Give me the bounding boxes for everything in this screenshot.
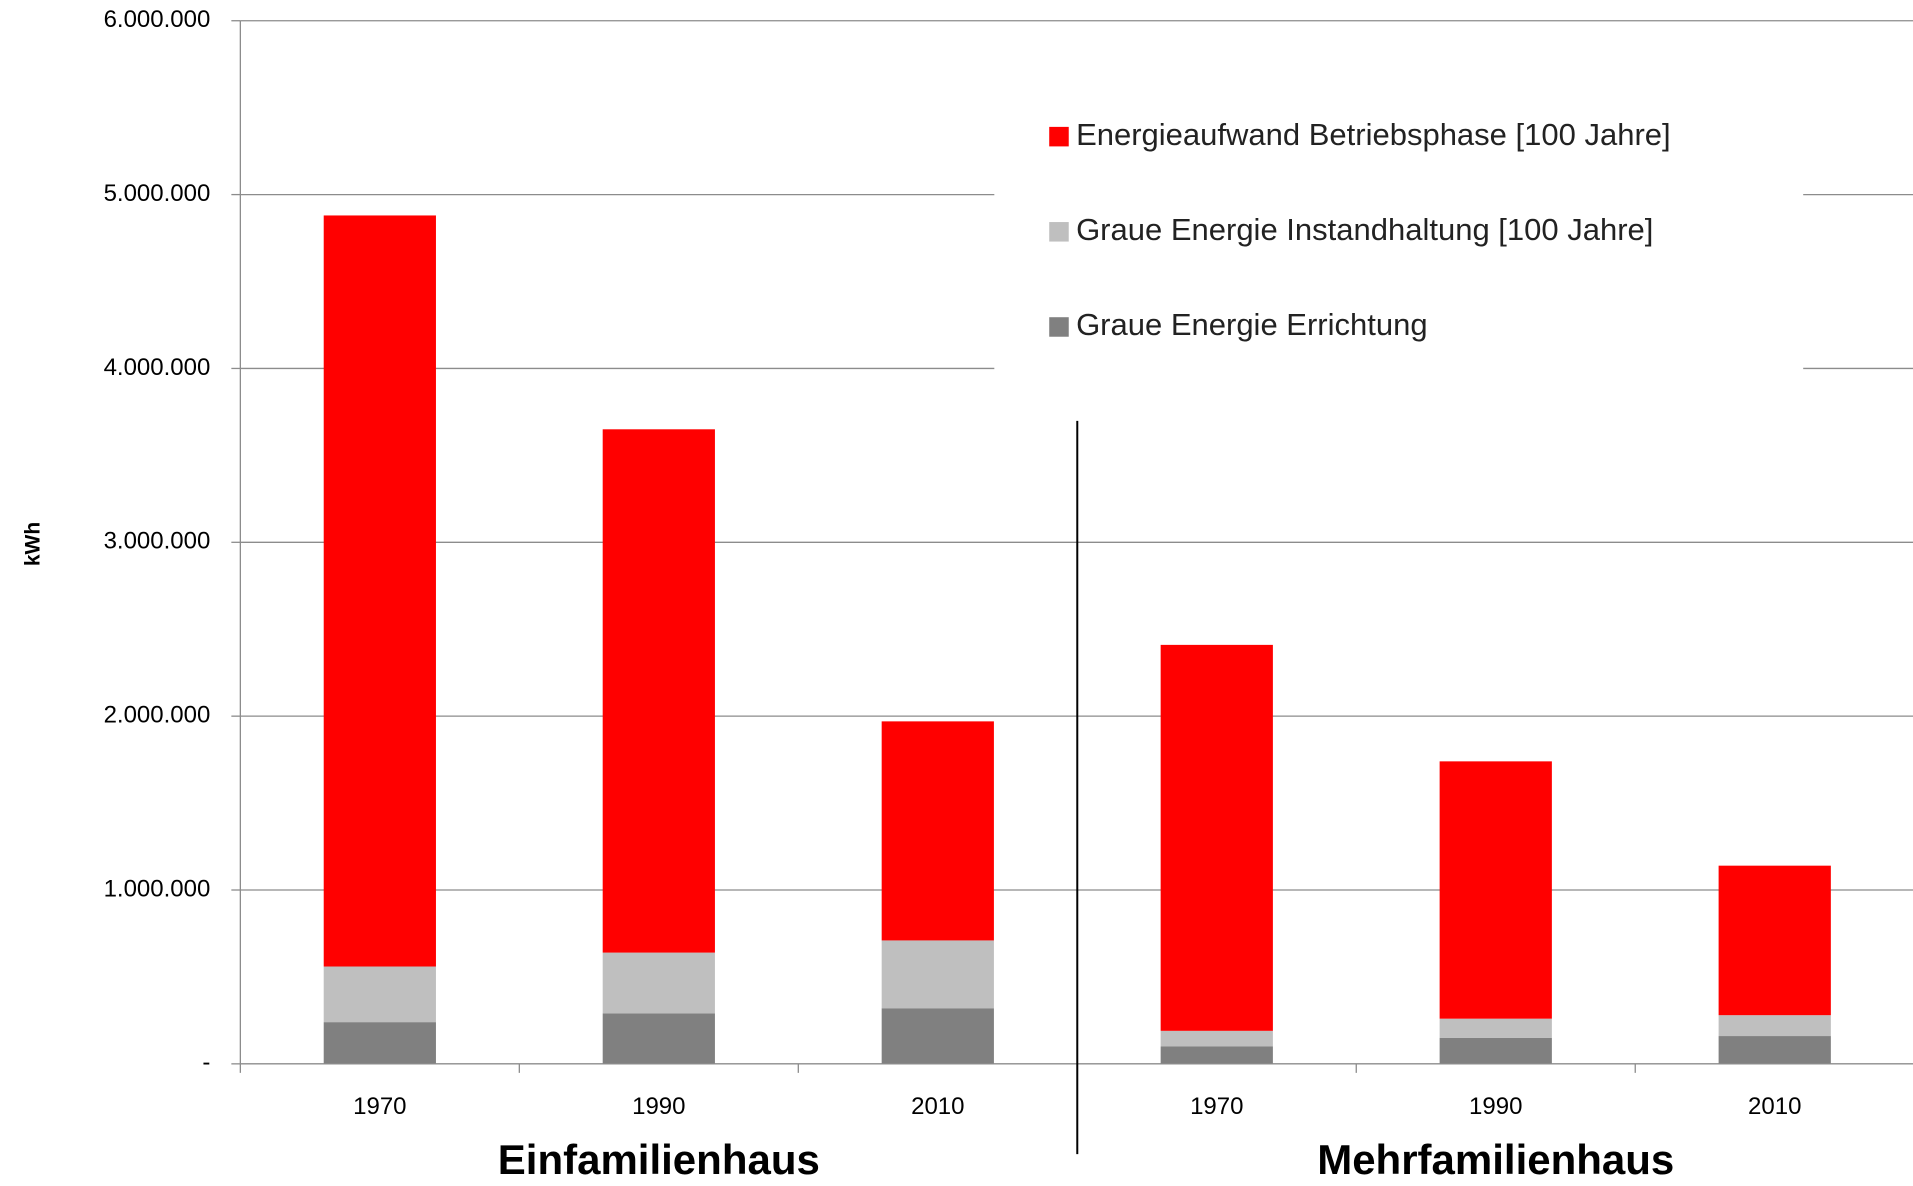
y-axis-label: kWh [22,522,45,566]
group-label: Einfamilienhaus [498,1136,820,1183]
legend-label: Energieaufwand Betriebsphase [100 Jahre] [1076,117,1671,152]
legend-background [994,91,1804,397]
bar-segment [1718,1015,1831,1037]
bar-segment [1160,1030,1273,1047]
bar-segment [881,721,994,941]
y-tick-label: 5.000.000 [104,180,211,207]
x-tick-label: 1970 [353,1093,406,1120]
bar-segment [1718,1036,1831,1064]
bar-segment [1439,761,1552,1019]
bar-segment [323,215,436,967]
x-tick-label: 1990 [632,1093,685,1120]
bar-segment [1439,1037,1552,1064]
bar-segment [602,429,715,953]
legend-label: Graue Energie Instandhaltung [100 Jahre] [1076,212,1653,247]
group-label: Mehrfamilienhaus [1317,1136,1674,1183]
x-tick-label: 1970 [1190,1093,1243,1120]
bar-segment [1160,1046,1273,1064]
x-tick-label: 2010 [911,1093,964,1120]
bar-segment [602,1013,715,1064]
y-tick-label: 4.000.000 [104,354,211,381]
y-tick-label: 3.000.000 [104,528,211,555]
bar-segment [881,1008,994,1064]
x-tick-label: 2010 [1748,1093,1801,1120]
legend-label: Graue Energie Errichtung [1076,307,1428,342]
legend-swatch [1049,317,1069,337]
y-tick-label: 2.000.000 [104,701,211,728]
bar-segment [602,952,715,1014]
y-tick-label: 6.000.000 [104,6,211,33]
bar-segment [1160,644,1273,1031]
bar-segment [1718,865,1831,1016]
legend-swatch [1049,222,1069,242]
legend-swatch [1049,126,1069,147]
bar-segment [323,1022,436,1064]
bar-segment [881,940,994,1009]
bar-segment [323,966,436,1023]
x-tick-label: 1990 [1469,1093,1522,1120]
y-tick-label: - [202,1049,210,1076]
bar-segment [1439,1018,1552,1038]
y-tick-label: 1.000.000 [104,875,211,902]
